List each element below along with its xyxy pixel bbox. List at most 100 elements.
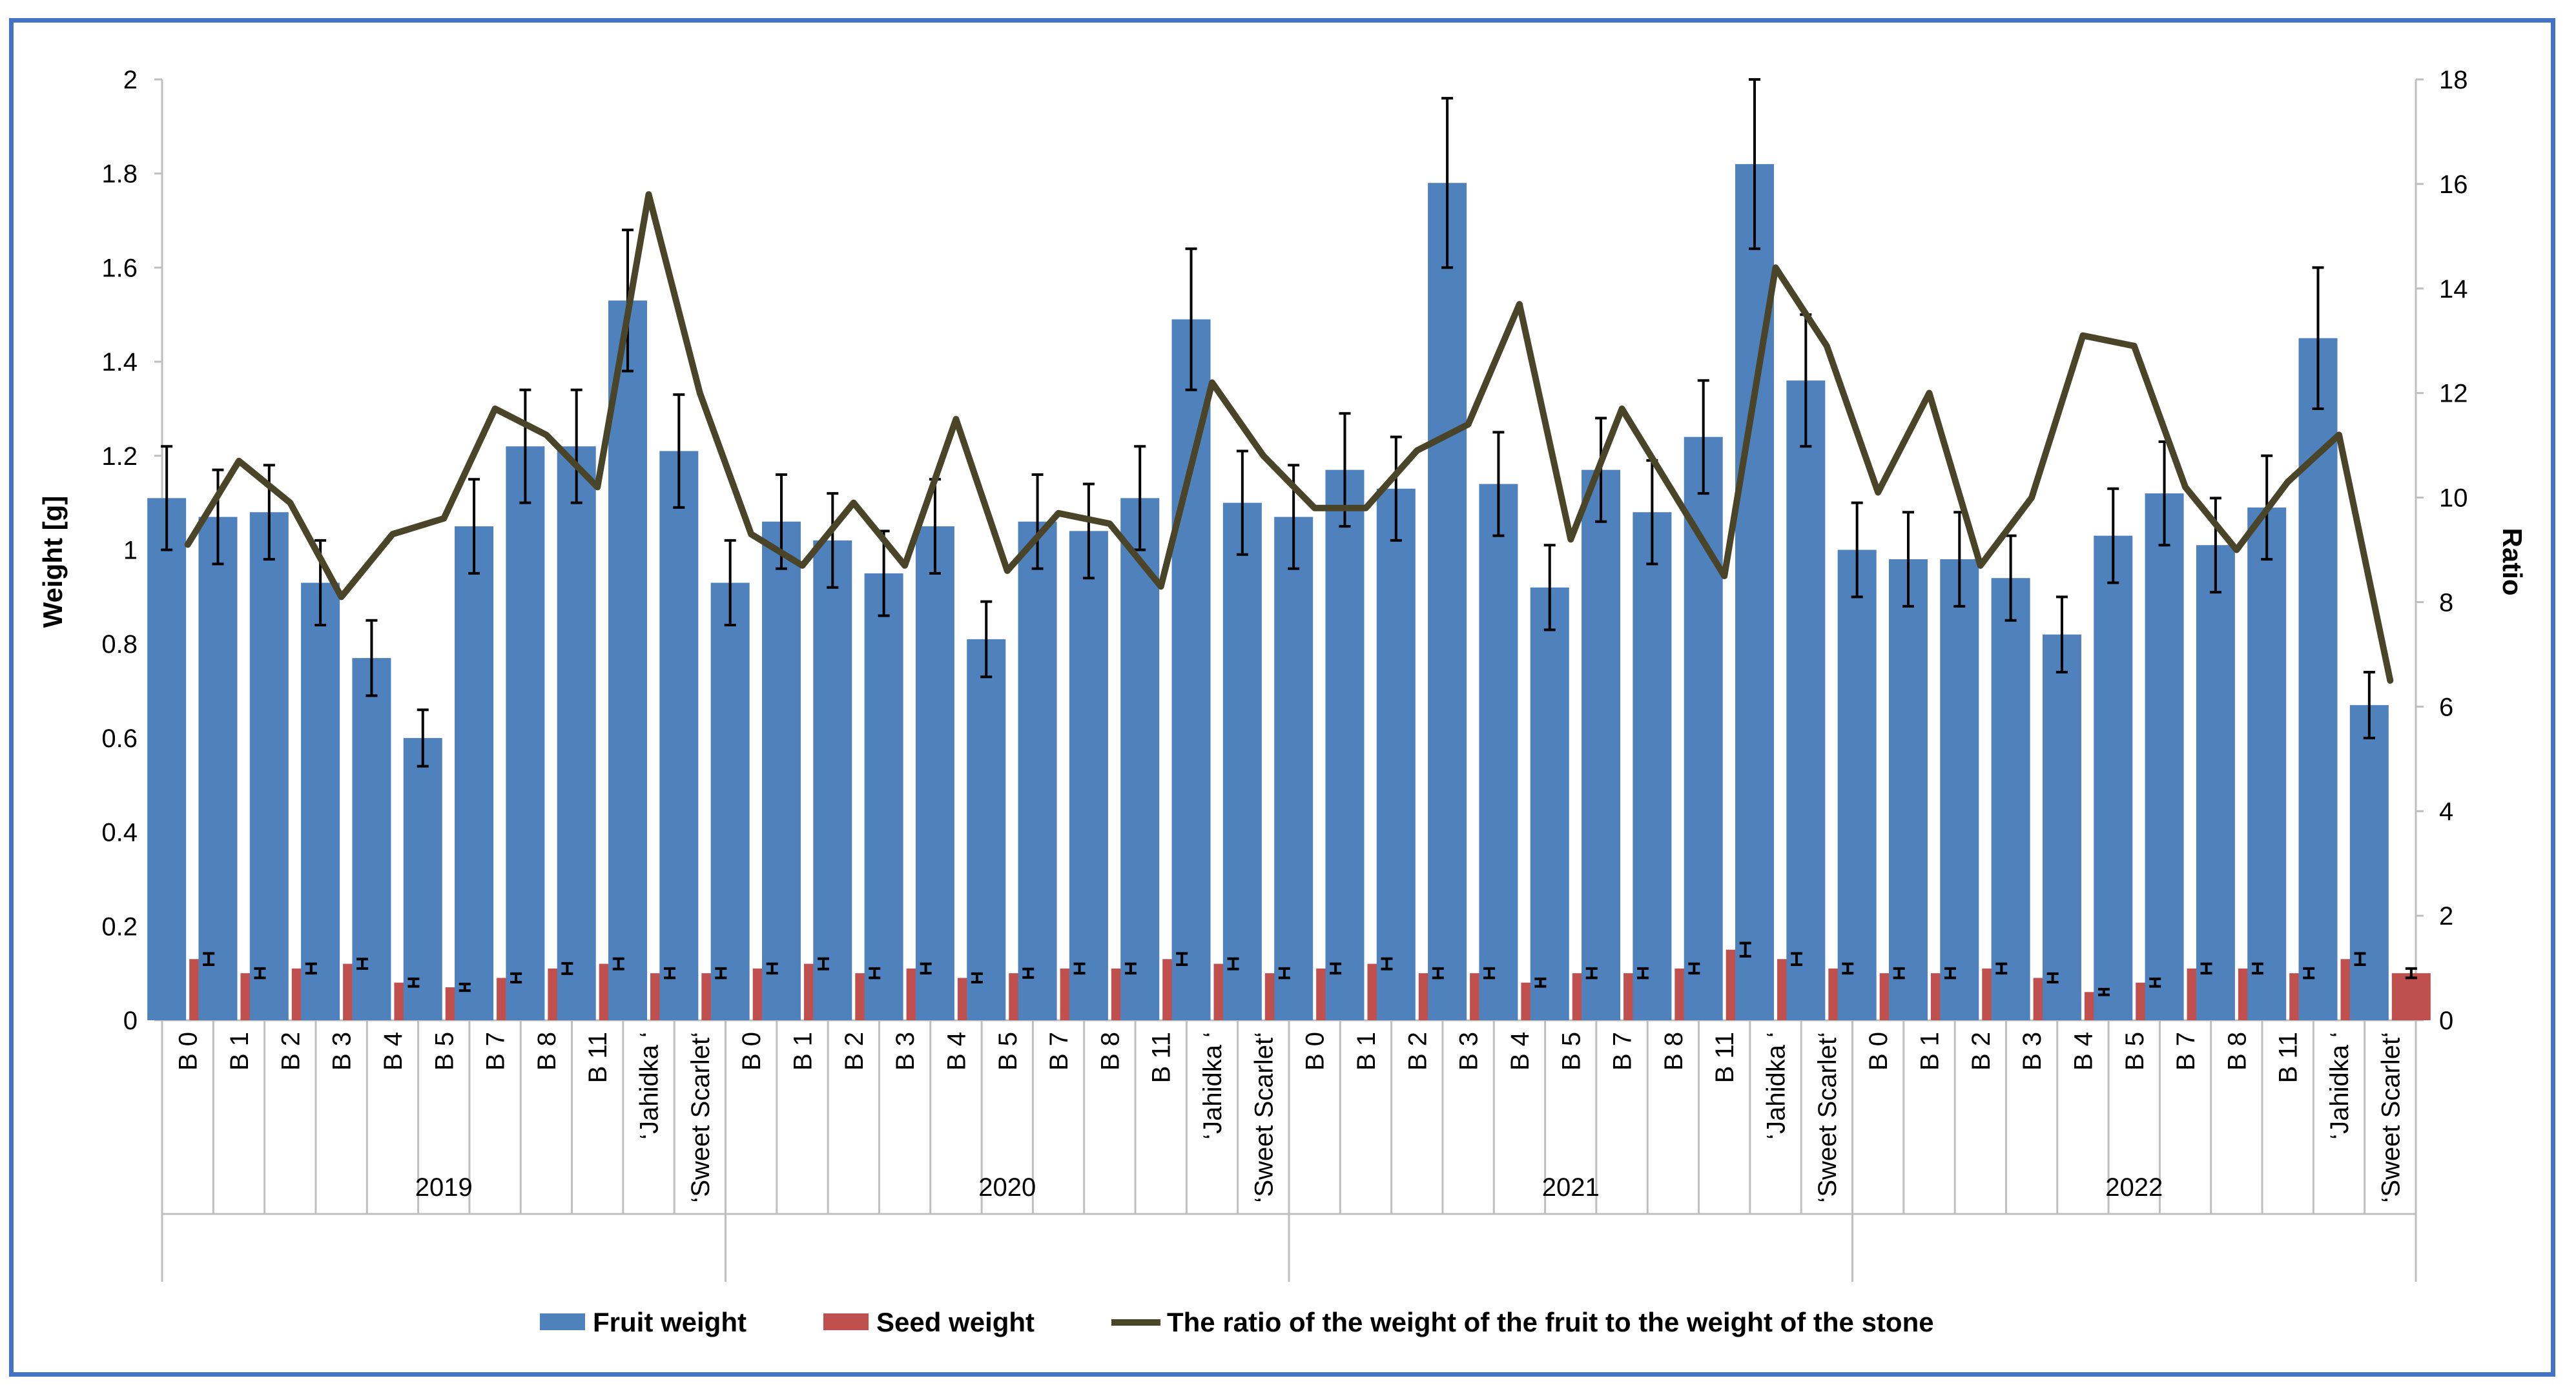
x-category-label: B 0 xyxy=(174,1032,203,1071)
fruit-weight-bar xyxy=(915,526,954,1020)
fruit-weight-bar xyxy=(147,498,187,1020)
y-tick-label: 1 xyxy=(123,537,138,565)
y2-tick-label: 10 xyxy=(2439,484,2468,513)
fruit-weight-bar xyxy=(1069,531,1108,1020)
x-category-label: B 7 xyxy=(1045,1032,1073,1071)
x-category-label: B 5 xyxy=(994,1032,1022,1071)
fruit-weight-bar xyxy=(249,512,289,1020)
x-category-label: B 1 xyxy=(225,1032,254,1071)
fruit-weight-bar xyxy=(1684,437,1723,1020)
fruit-weight-bar xyxy=(967,639,1006,1020)
x-category-label: B 7 xyxy=(2172,1032,2200,1071)
x-category-label: B 2 xyxy=(1403,1032,1432,1071)
x-category-label: B 2 xyxy=(276,1032,305,1071)
ratio-line-layer xyxy=(184,191,2394,684)
x-category-label: B 3 xyxy=(328,1032,356,1071)
fruit-weight-bar xyxy=(1940,559,1979,1020)
y2-tick-label: 14 xyxy=(2439,275,2468,303)
x-category-label: B 3 xyxy=(891,1032,920,1071)
fruit-weight-bar xyxy=(761,521,801,1020)
y-tick-label: 0.8 xyxy=(101,630,138,659)
x-category-label: B 1 xyxy=(1915,1032,1944,1071)
seed-weight-bar xyxy=(2391,973,2431,1020)
x-category-label: B 11 xyxy=(1711,1032,1739,1083)
x-category-label: B 8 xyxy=(1096,1032,1124,1071)
fruit-weight-bar xyxy=(2196,545,2235,1020)
fruit-weight-bar xyxy=(455,526,494,1020)
x-category-label: B 2 xyxy=(1967,1032,1995,1071)
fruit-weight-bar xyxy=(1171,319,1211,1020)
x-group-label: 2022 xyxy=(2105,1173,2163,1202)
labels: 0 0.2 0.4 0.6 0.8 1 1.2 1.4 1.6 1.8 2 0 2 4 6 8 10 12 14 16… xyxy=(101,66,2468,1203)
fruit-weight-bar xyxy=(1274,517,1314,1020)
legend-label-ratio: The ratio of the weight of the fruit to … xyxy=(1167,1307,1934,1337)
y-tick-label: 0.4 xyxy=(101,819,138,847)
fruit-weight-bar xyxy=(864,573,903,1020)
y-axis-title: Weight [g] xyxy=(37,496,68,628)
x-category-label: ‘Jahidka ‘ xyxy=(1199,1032,1227,1140)
y2-tick-label: 8 xyxy=(2439,588,2453,617)
x-group-label: 2020 xyxy=(978,1173,1036,1202)
fruit-weight-bar xyxy=(1120,498,1160,1020)
y2-tick-label: 6 xyxy=(2439,693,2453,721)
fruit-weight-bar xyxy=(1633,512,1672,1020)
fruit-weight-bar xyxy=(1786,380,1826,1020)
x-category-label: B 8 xyxy=(1660,1032,1688,1071)
x-category-label: ‘Jahidka ‘ xyxy=(1762,1032,1791,1140)
bars xyxy=(147,164,2431,1020)
fruit-weight-bar xyxy=(1428,183,1467,1020)
x-category-label: ‘Sweet Scarlet‘ xyxy=(1813,1032,1842,1203)
x-category-label: B 4 xyxy=(942,1032,971,1071)
y2-tick-label: 12 xyxy=(2439,380,2468,408)
fruit-weight-bar xyxy=(403,737,442,1020)
x-category-label: B 0 xyxy=(1301,1032,1330,1071)
fruit-weight-bar xyxy=(1222,502,1262,1020)
x-category-label: B 0 xyxy=(737,1032,766,1071)
x-category-label: B 4 xyxy=(1506,1032,1534,1071)
x-category-label: B 3 xyxy=(2018,1032,2046,1071)
x-category-label: B 0 xyxy=(1864,1032,1893,1071)
x-category-label: B 1 xyxy=(788,1032,817,1071)
x-category-label: ‘Jahidka ‘ xyxy=(2325,1032,2354,1140)
fruit-weight-bar xyxy=(1376,488,1416,1020)
y2-tick-label: 16 xyxy=(2439,170,2468,199)
legend-label-fruit-weight: Fruit weight xyxy=(593,1307,747,1337)
legend: Fruit weight Seed weight The ratio of th… xyxy=(540,1307,1934,1337)
x-category-label: B 7 xyxy=(1609,1032,1637,1071)
fruit-weight-bar xyxy=(1530,587,1569,1020)
y2-tick-label: 0 xyxy=(2439,1007,2453,1035)
ratio-line xyxy=(184,191,2394,684)
x-category-label: B 8 xyxy=(533,1032,561,1071)
fruit-weight-bar xyxy=(813,540,852,1020)
x-category-label: B 5 xyxy=(2121,1032,2149,1071)
fruit-weight-bar xyxy=(659,451,699,1020)
x-category-label: B 4 xyxy=(379,1032,407,1071)
x-category-label: B 3 xyxy=(1455,1032,1483,1071)
y-tick-label: 2 xyxy=(123,66,138,94)
x-category-label: ‘Sweet Scarlet‘ xyxy=(1250,1032,1278,1203)
y2-tick-label: 2 xyxy=(2439,902,2453,930)
y-tick-label: 0.2 xyxy=(101,912,138,941)
fruit-weight-bar xyxy=(506,446,545,1020)
x-category-label: ‘Jahidka ‘ xyxy=(635,1032,664,1140)
y-tick-label: 0.6 xyxy=(101,725,138,753)
x-category-label: ‘Sweet Scarlet‘ xyxy=(2376,1032,2405,1203)
fruit-weight-bar xyxy=(1479,484,1518,1020)
fruit-weight-bar xyxy=(1018,521,1057,1020)
y2-tick-label: 18 xyxy=(2439,66,2468,94)
y-tick-label: 1.8 xyxy=(101,160,138,189)
legend-label-seed-weight: Seed weight xyxy=(876,1307,1035,1337)
fruit-weight-bar xyxy=(608,300,648,1020)
fruit-weight-bar xyxy=(2094,535,2133,1020)
x-category-label: B 11 xyxy=(2274,1032,2303,1083)
legend-swatch-seed-weight xyxy=(823,1313,869,1330)
x-category-label: B 11 xyxy=(584,1032,612,1083)
x-category-label: B 8 xyxy=(2223,1032,2251,1071)
fruit-weight-bar xyxy=(710,582,750,1020)
y-tick-label: 1.6 xyxy=(101,254,138,282)
fruit-weight-bar xyxy=(2145,493,2184,1020)
fruit-weight-bar xyxy=(1888,559,1928,1020)
x-category-label: B 7 xyxy=(482,1032,510,1071)
x-category-label: B 11 xyxy=(1148,1032,1176,1083)
y2-tick-label: 4 xyxy=(2439,797,2453,826)
